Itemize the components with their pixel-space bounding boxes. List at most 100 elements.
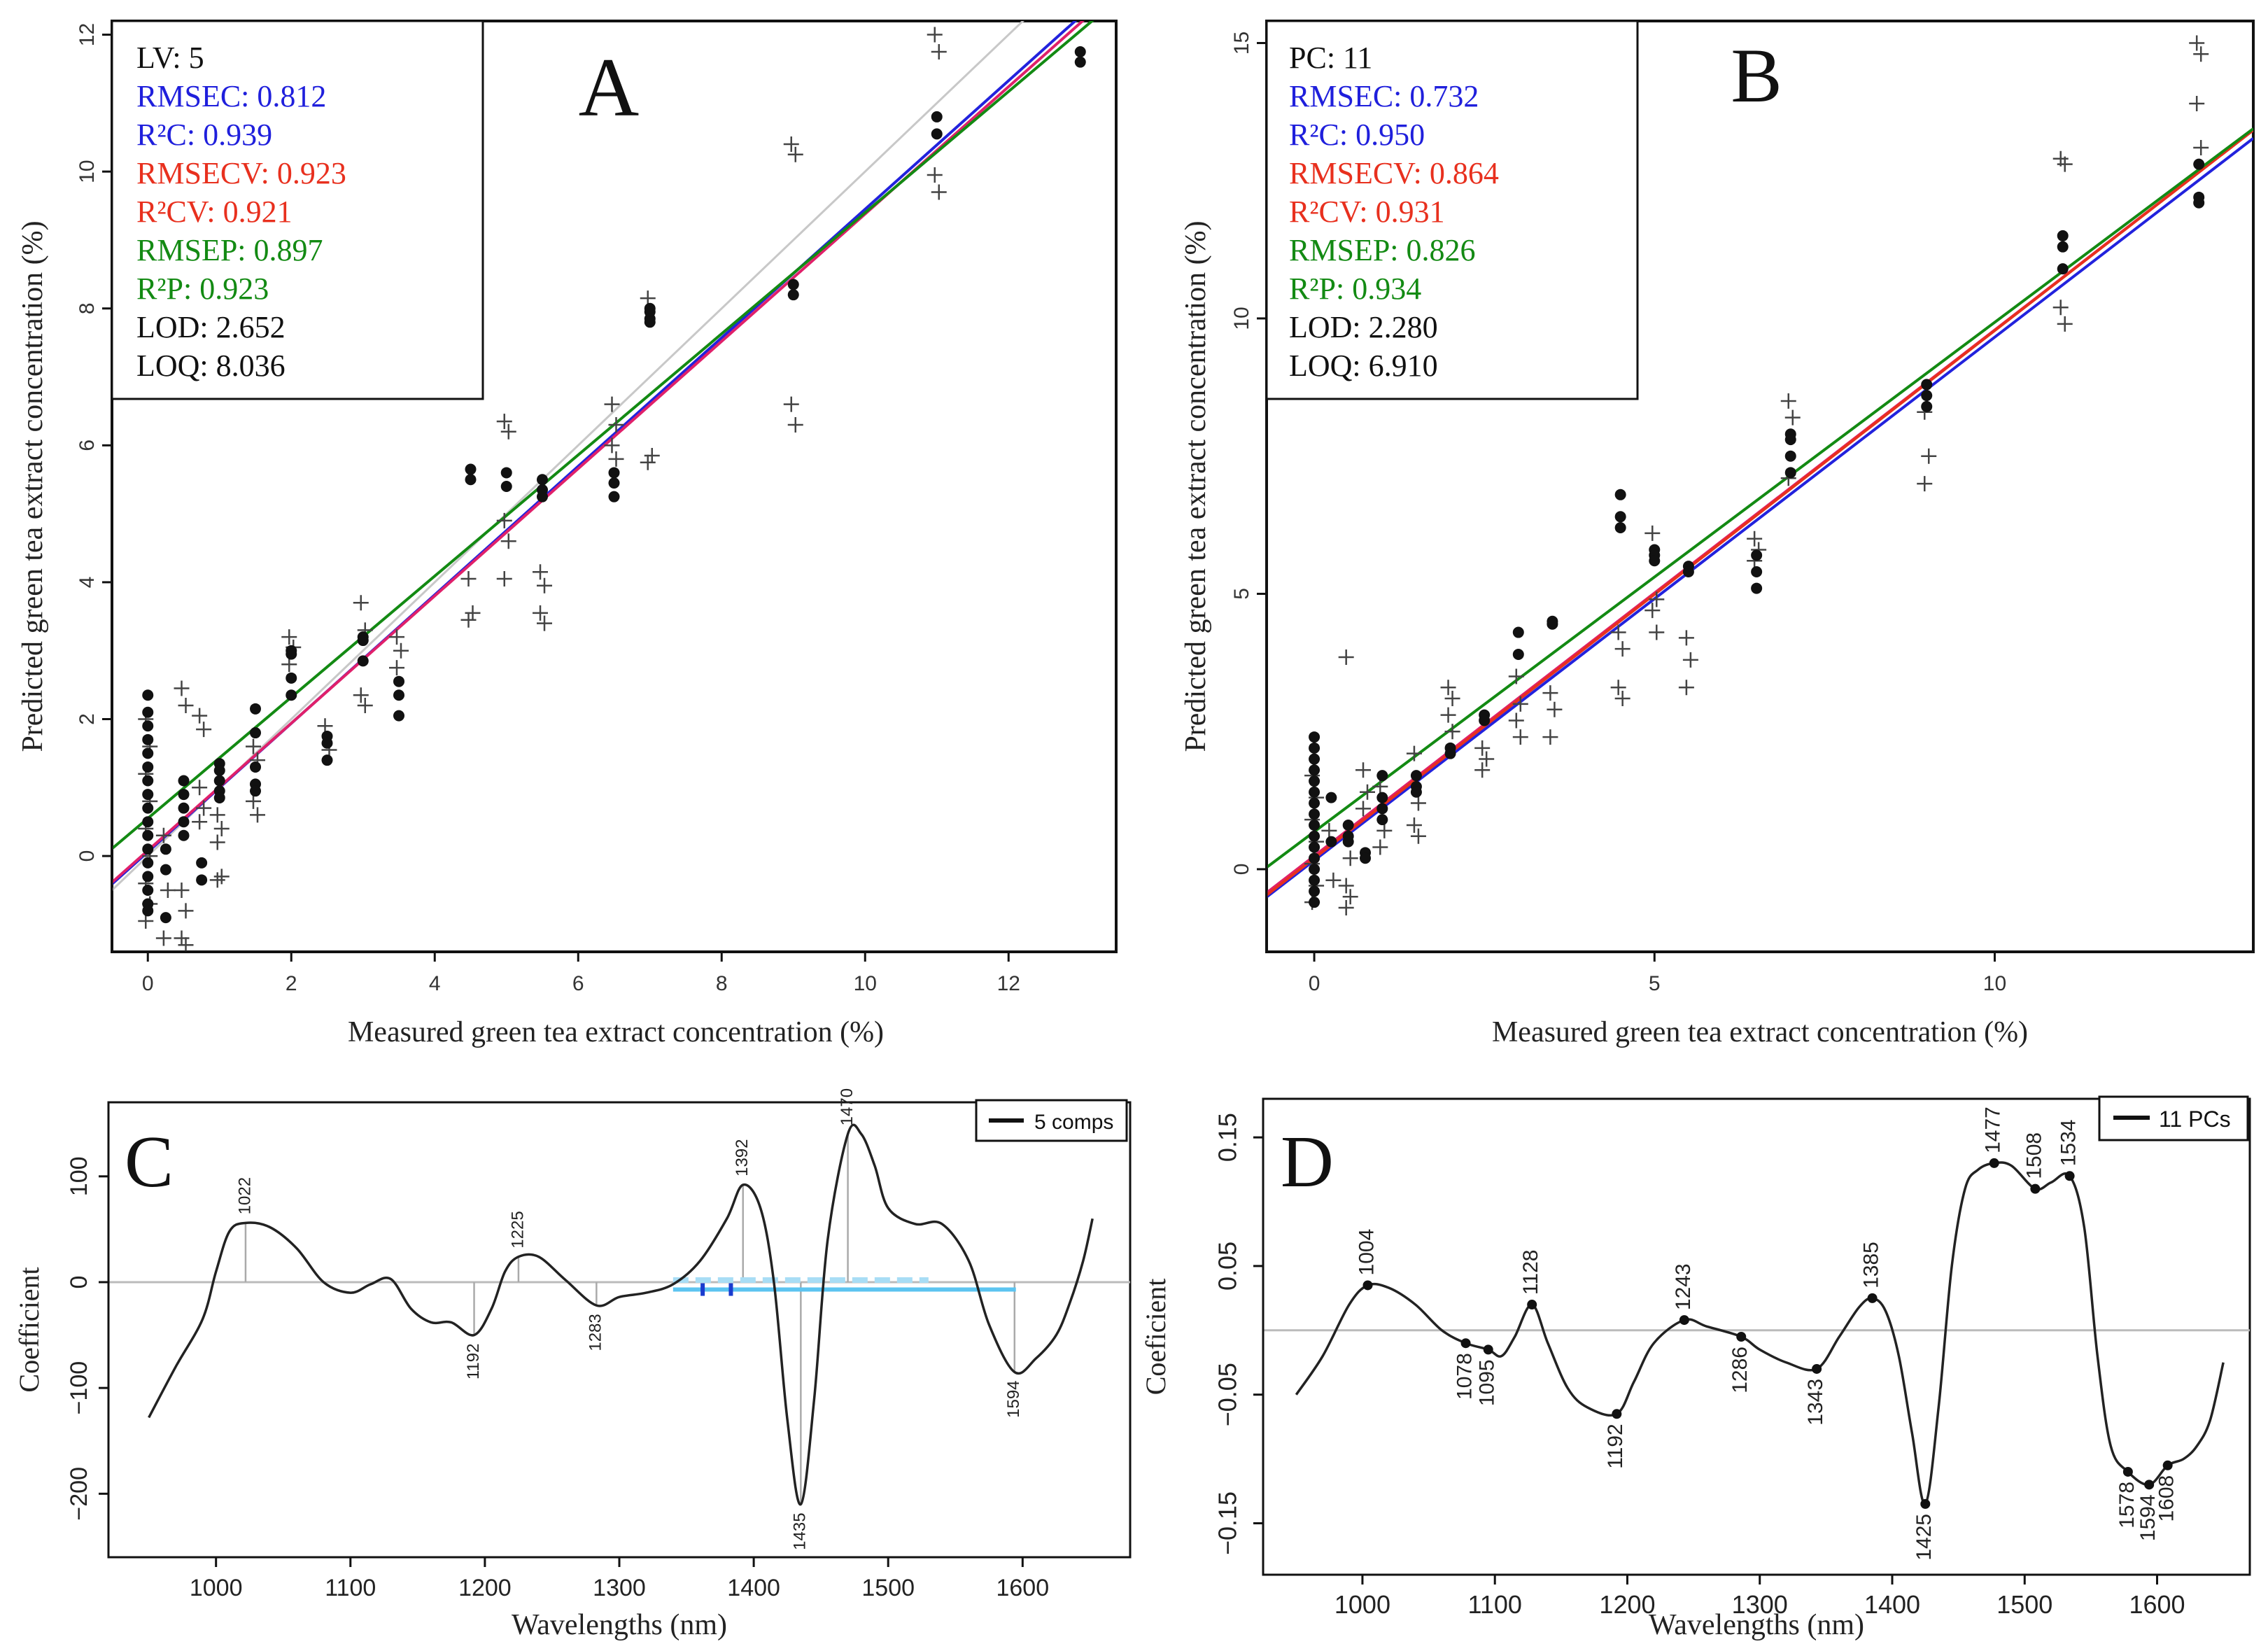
a-stat-line: R²CV: 0.921 bbox=[136, 195, 293, 229]
d-annotation-label: 1477 bbox=[1982, 1106, 2005, 1153]
b-cross-point bbox=[1355, 801, 1371, 817]
a-dot-point bbox=[931, 111, 943, 122]
b-cross-point bbox=[1406, 817, 1422, 833]
b-stat-line: RMSEC: 0.732 bbox=[1289, 79, 1479, 113]
b-cross-point bbox=[2189, 96, 2205, 112]
a-cross-point bbox=[500, 423, 516, 440]
b-cross-point bbox=[1678, 680, 1694, 696]
a-line-ideal bbox=[112, 21, 1024, 892]
b-dot-point bbox=[1376, 814, 1388, 826]
a-cross-point bbox=[389, 660, 404, 676]
b-line-calibration bbox=[1267, 137, 2253, 899]
c-annotation-label: 1283 bbox=[586, 1314, 605, 1351]
b-dot-point bbox=[1649, 555, 1661, 567]
b-x-tick-label: 10 bbox=[1983, 972, 2006, 995]
c-x-tick-label: 1300 bbox=[593, 1575, 646, 1601]
b-cross-point bbox=[1512, 696, 1528, 712]
a-x-tick-label: 6 bbox=[572, 972, 584, 995]
b-dot-point bbox=[2057, 263, 2069, 275]
b-cross-point bbox=[1610, 680, 1626, 696]
d-annotation-label: 1594 bbox=[2136, 1494, 2160, 1541]
a-cross-point bbox=[353, 687, 369, 703]
a-dot-point bbox=[142, 747, 154, 759]
a-cross-point bbox=[213, 869, 230, 885]
b-dot-point bbox=[1376, 792, 1388, 803]
d-coefficient-curve bbox=[1295, 1161, 2225, 1505]
a-dot-point bbox=[178, 816, 190, 828]
a-stat-line: LOQ: 8.036 bbox=[136, 349, 286, 383]
b-dot-point bbox=[1921, 400, 1933, 412]
a-stat-line: R²C: 0.939 bbox=[136, 118, 272, 152]
b-cross-point bbox=[1440, 707, 1456, 723]
a-dot-point bbox=[500, 467, 512, 479]
a-dot-point bbox=[213, 775, 225, 787]
d-annotation-label: 1243 bbox=[1672, 1263, 1695, 1310]
d-annotation-dot bbox=[2122, 1466, 2133, 1477]
b-marks bbox=[1267, 35, 2253, 916]
a-cross-point bbox=[931, 44, 947, 60]
a-dot-point bbox=[178, 789, 190, 801]
c-x-tick-label: 1600 bbox=[996, 1575, 1049, 1601]
d-annotation-dot bbox=[1460, 1338, 1471, 1349]
b-cross-point bbox=[1649, 591, 1665, 607]
a-cross-point bbox=[783, 136, 799, 153]
d-annotation-label: 1343 bbox=[1804, 1379, 1827, 1426]
panel-c-letter: C bbox=[125, 1120, 174, 1202]
b-cross-point bbox=[2193, 140, 2209, 156]
b-dot-point bbox=[1784, 450, 1796, 462]
b-cross-point bbox=[1444, 690, 1460, 706]
d-x-tick-label: 1300 bbox=[1732, 1590, 1788, 1619]
b-dot-point bbox=[1309, 863, 1320, 875]
panel-c-xlabel: Wavelengths (nm) bbox=[512, 1609, 727, 1641]
panel-c-ylabel: Coefficient bbox=[13, 1267, 45, 1392]
b-cross-point bbox=[2189, 35, 2205, 51]
a-dot-point bbox=[142, 761, 154, 773]
c-annotation-label: 1022 bbox=[235, 1177, 254, 1214]
d-annotation-dot bbox=[2162, 1460, 2173, 1470]
a-cross-point bbox=[604, 396, 620, 412]
d-x-tick-label: 1500 bbox=[1996, 1590, 2052, 1619]
b-dot-point bbox=[1309, 885, 1320, 897]
c-x-tick-label: 1000 bbox=[190, 1575, 243, 1601]
a-y-tick-label: 0 bbox=[76, 850, 99, 862]
b-dot-point bbox=[1309, 775, 1320, 787]
a-dot-point bbox=[142, 802, 154, 814]
b-y-tick-label: 15 bbox=[1230, 31, 1253, 55]
d-y-tick-label: 0.15 bbox=[1213, 1113, 1242, 1162]
b-dot-point bbox=[1479, 715, 1491, 726]
a-cross-point bbox=[608, 451, 624, 467]
a-x-tick-label: 0 bbox=[142, 972, 154, 995]
a-cross-point bbox=[496, 414, 512, 430]
a-dot-point bbox=[608, 491, 620, 503]
panel-d-letter: D bbox=[1281, 1120, 1334, 1202]
a-dot-point bbox=[142, 816, 154, 828]
a-stat-line: RMSEP: 0.897 bbox=[136, 233, 323, 267]
a-dot-point bbox=[142, 843, 154, 855]
d-annotation-label: 1286 bbox=[1728, 1347, 1752, 1393]
a-cross-point bbox=[496, 571, 512, 587]
c-x-tick-label: 1500 bbox=[861, 1575, 915, 1601]
a-dot-point bbox=[196, 857, 208, 869]
b-cross-point bbox=[1410, 828, 1426, 844]
b-dot-point bbox=[1921, 390, 1933, 402]
b-dot-point bbox=[1751, 582, 1763, 594]
panel-b-xlabel: Measured green tea extract concentration… bbox=[1492, 1016, 2028, 1048]
panel-d-ylabel: Coeficient bbox=[1140, 1279, 1171, 1396]
b-cross-point bbox=[1682, 652, 1698, 668]
a-dot-point bbox=[142, 775, 154, 787]
b-cross-point bbox=[1325, 872, 1341, 888]
a-dot-point bbox=[286, 689, 297, 701]
panel-d: 1004 1078 1095 1128 1192 1243 1286 1343 1385 1425… bbox=[1140, 1095, 2251, 1641]
panel-d-frame bbox=[1262, 1097, 2251, 1576]
b-cross-point bbox=[1678, 630, 1694, 646]
b-cross-point bbox=[2057, 316, 2073, 332]
a-dot-point bbox=[250, 785, 261, 797]
a-cross-point bbox=[178, 903, 194, 919]
panel-a-stats-box bbox=[111, 20, 484, 400]
c-x-tick-label: 1100 bbox=[325, 1575, 376, 1601]
b-cross-point bbox=[1342, 850, 1358, 866]
panel-b-ylabel: Predicted green tea extract concentratio… bbox=[1180, 220, 1212, 752]
panel-d-plot-area: 1004 1078 1095 1128 1192 1243 1286 1343 1385 1425… bbox=[1263, 1106, 2250, 1561]
c-coefficient-curve bbox=[148, 1123, 1094, 1506]
